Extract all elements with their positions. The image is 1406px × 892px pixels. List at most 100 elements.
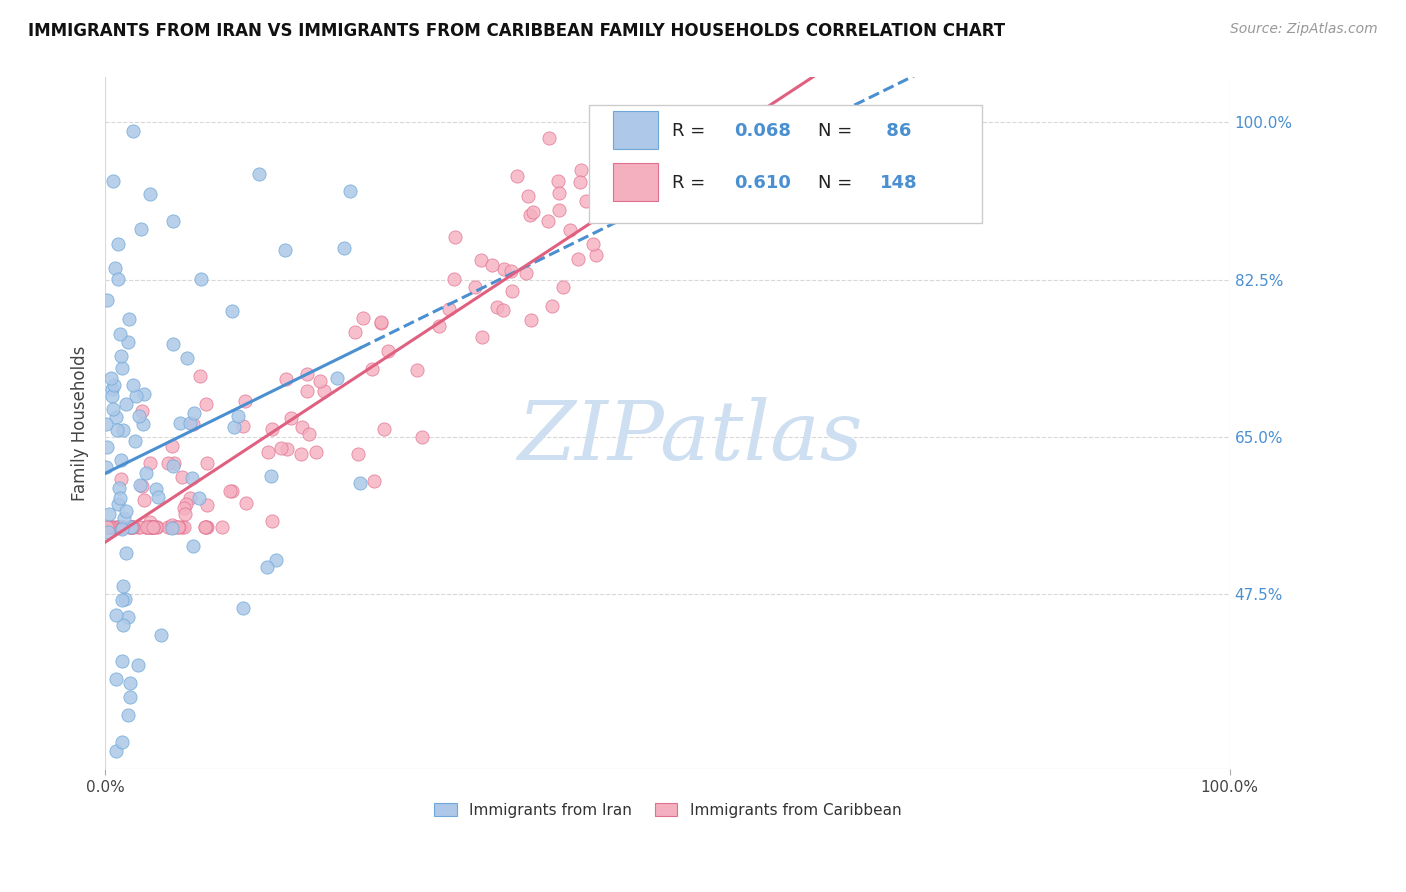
FancyBboxPatch shape [613,112,658,149]
Point [181,417,204,431]
Point [558,223,581,237]
Legend: Immigrants from Iran, Immigrants from Caribbean: Immigrants from Iran, Immigrants from Ca… [427,797,907,824]
Point [120,675,142,690]
Point [98,519,121,533]
Point [516,188,538,202]
Point [132,417,155,431]
Point [110,349,132,363]
Point [195,519,218,533]
Point [107,236,129,251]
Point [134,493,156,508]
Point [104,608,127,623]
Point [481,258,503,272]
Point [551,279,574,293]
Point [98,519,121,533]
Point [148,490,170,504]
Point [96,519,118,533]
Text: R =: R = [672,174,711,192]
Point [115,504,138,518]
Point [575,194,598,208]
Point [727,138,749,153]
Point [678,106,700,120]
Point [159,519,181,533]
Point [139,519,162,533]
Point [370,315,392,329]
Point [166,519,188,533]
Point [125,388,148,402]
Point [145,519,167,533]
Point [139,515,162,529]
Point [290,447,312,461]
Point [135,519,157,533]
Point [599,159,621,173]
Point [257,445,280,459]
Point [122,519,145,533]
Point [160,518,183,533]
Point [118,690,141,705]
Point [593,144,616,158]
Point [377,344,399,359]
Point [107,519,129,533]
Point [274,372,297,386]
Point [131,479,153,493]
Point [120,519,142,533]
Point [179,491,201,505]
Point [548,203,571,218]
Point [111,617,134,632]
Point [188,491,211,505]
Point [194,519,217,533]
Point [170,470,193,484]
Point [127,657,149,672]
Point [219,483,242,498]
FancyBboxPatch shape [589,105,983,223]
Point [110,472,132,486]
Point [298,427,321,442]
Point [585,128,607,142]
Point [110,326,132,341]
Point [352,310,374,325]
Point [134,386,156,401]
Point [195,519,218,533]
Point [373,421,395,435]
Point [96,440,118,454]
Point [121,519,143,533]
Point [107,519,129,533]
Point [305,445,328,459]
Point [162,336,184,351]
Point [121,519,143,533]
Point [765,106,787,120]
Point [256,559,278,574]
Point [98,507,121,521]
Point [309,374,332,388]
Point [501,284,523,298]
Point [538,131,561,145]
Point [162,439,184,453]
Point [765,106,787,120]
Point [120,519,142,533]
Point [135,466,157,480]
Point [115,397,138,411]
Point [444,229,467,244]
Point [107,272,129,286]
Point [427,319,450,334]
Point [249,167,271,181]
Point [226,409,249,423]
Point [101,174,124,188]
Point [146,519,169,533]
Point [174,508,197,522]
Point [437,301,460,316]
Point [104,261,127,276]
Text: ZIPatlas: ZIPatlas [517,397,863,477]
Point [103,378,125,392]
Point [233,394,256,409]
Point [115,546,138,560]
Text: 0.068: 0.068 [734,121,790,140]
Point [131,404,153,418]
Point [163,519,186,533]
Point [135,519,157,533]
Point [142,519,165,533]
Point [662,161,685,175]
Point [280,411,302,425]
Point [97,519,120,533]
Point [121,519,143,533]
